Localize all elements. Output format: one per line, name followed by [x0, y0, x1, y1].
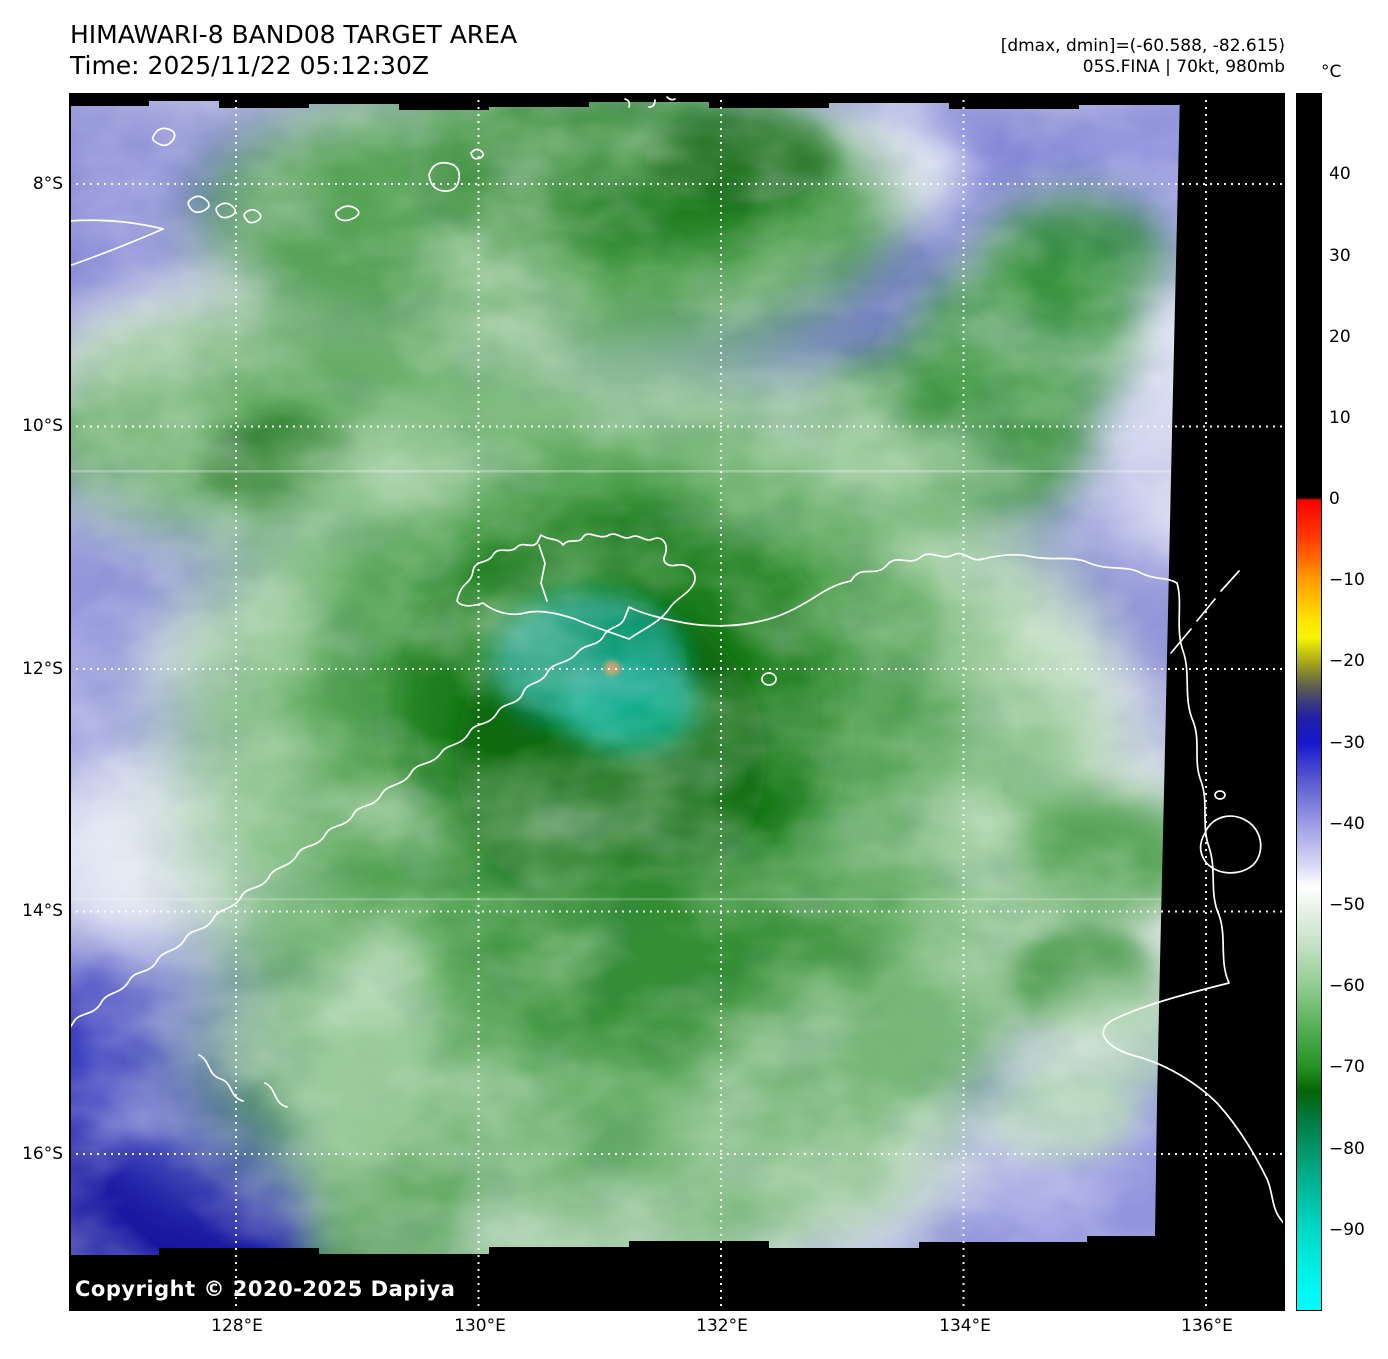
scan-artifact [69, 470, 1285, 473]
lon-tick-label: 134°E [939, 1316, 991, 1336]
storm-designation: 05S.FINA | 70kt, 980mb [1082, 57, 1285, 77]
lat-tick-label: 16°S [22, 1144, 63, 1164]
satellite-image [69, 93, 1285, 1311]
figure-title: HIMAWARI-8 BAND08 TARGET AREA [70, 20, 518, 49]
colorbar-tick: −60 [1329, 976, 1365, 996]
colorbar-tick: 40 [1329, 164, 1351, 184]
lon-tick-label: 132°E [696, 1316, 748, 1336]
coastlines [69, 96, 1285, 1226]
lat-tick-label: 10°S [22, 416, 63, 436]
lon-tick-label: 130°E [454, 1316, 506, 1336]
colorbar-unit-label: °C [1321, 62, 1342, 82]
scan-artifact [69, 898, 1285, 901]
colorbar-tick: −90 [1329, 1220, 1365, 1240]
tiwi-islands-coast [456, 533, 696, 640]
lon-tick-label: 136°E [1181, 1316, 1233, 1336]
data-boundary-mask [69, 93, 1285, 1311]
australia-north-coast [576, 552, 1285, 1226]
lat-tick-label: 12°S [22, 659, 63, 679]
colorbar-tick: 30 [1329, 246, 1351, 266]
lat-tick-label: 14°S [22, 901, 63, 921]
cloud-texture-dark [69, 93, 1285, 1311]
colorbar-tick: 10 [1329, 408, 1351, 428]
colorbar-tick: −40 [1329, 814, 1365, 834]
colorbar-tick: −80 [1329, 1139, 1365, 1159]
lon-tick-label: 128°E [211, 1316, 263, 1336]
colorbar-tick: −10 [1329, 570, 1365, 590]
plot-border [69, 93, 1285, 1311]
colorbar-tick: 0 [1329, 489, 1340, 509]
colorbar-tick: −70 [1329, 1057, 1365, 1077]
graticule [69, 93, 1285, 1311]
colorbar-tick: −50 [1329, 895, 1365, 915]
satellite-map: Copyright © 2020-2025 Dapiya [69, 93, 1285, 1311]
colorbar [1296, 93, 1322, 1311]
lat-tick-label: 8°S [32, 174, 63, 194]
colorbar-tick: 20 [1329, 327, 1351, 347]
australia-west-coast [69, 652, 578, 1030]
colorbar-tick: −20 [1329, 651, 1365, 671]
colorbar-tick: −30 [1329, 733, 1365, 753]
copyright-watermark: Copyright © 2020-2025 Dapiya [75, 1277, 456, 1301]
figure-timestamp: Time: 2025/11/22 05:12:30Z [70, 51, 429, 80]
dmax-dmin-readout: [dmax, dmin]=(-60.588, -82.615) [1000, 36, 1285, 56]
groote-eylandt-coast [1199, 790, 1262, 874]
